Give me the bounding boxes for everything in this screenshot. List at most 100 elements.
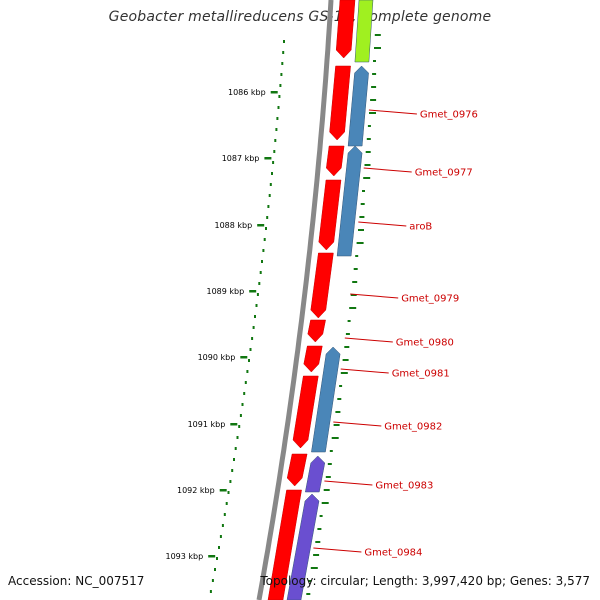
gene-label-leader [358,221,407,227]
genome-title: Geobacter metallireducens GS-15, complet… [108,9,492,25]
gene-label[interactable]: Gmet_0981 [392,369,450,380]
ruler-dot [211,579,214,582]
ruler-dot [234,447,237,450]
reverse-gene-arrow [304,455,326,493]
ruler-dot [259,271,262,274]
kbp-tick-label: 1086 kbp [228,88,266,97]
accession-text: Accession: NC_007517 [8,574,145,588]
gc-tick [369,112,376,114]
ruler-dot [227,491,230,494]
gene-label[interactable]: Gmet_0976 [420,110,478,121]
kbp-tick-mark [249,290,257,293]
gene-label[interactable]: aroB [409,222,432,233]
gc-tick [350,294,357,296]
gc-tick [359,216,365,218]
ruler-dot [280,73,283,76]
gene-label-leader [333,421,382,427]
kbp-tick-label: 1091 kbp [188,420,226,429]
forward-gene-arrow [329,65,351,141]
gene-label[interactable]: Gmet_0977 [415,168,473,179]
gene-label-leader [368,109,417,115]
gc-tick [344,346,350,348]
forward-gene-arrow [286,453,308,487]
gc-tick [367,125,371,127]
gc-tick [313,554,320,556]
ruler-dot [218,546,220,549]
gc-tick [331,437,339,439]
genome-backbone-line [256,0,334,600]
gc-tick [372,73,377,75]
reverse-gene-arrow [347,65,369,147]
gc-tick [365,151,371,153]
gc-tick [333,424,340,426]
ruler-dot [236,436,239,439]
gc-tick [358,229,364,231]
genome-summary-text: Topology: circular; Length: 3,997,420 bp… [260,574,590,588]
gc-tick [373,60,376,62]
ruler-dot [261,260,263,263]
forward-gene-arrow [292,375,319,449]
ruler-dot [239,414,242,417]
gc-tick [319,515,323,517]
gene-label[interactable]: Gmet_0980 [396,338,454,349]
gc-tick [362,190,365,192]
gc-tick [339,385,343,387]
gc-tick [370,99,377,101]
gc-tick [364,164,371,166]
ruler-dot [277,106,280,109]
ruler-dot [229,480,232,483]
gene-label[interactable]: Gmet_0982 [384,422,442,433]
gene-label-layer: Gmet_0976 Gmet_0977 aroB Gmet_0979 Gmet_0980… [313,110,478,559]
ruler-dot [278,95,281,98]
ruler-dot [271,172,273,175]
gc-tick [315,541,321,543]
ruler-dot [275,128,278,131]
gc-tick [374,47,381,49]
forward-gene-arrow [318,179,342,251]
gc-tick [340,372,348,374]
ruler-dot [241,403,244,406]
ruler-dot [252,326,255,329]
ruler-dot [282,51,285,54]
kbp-ruler: 1086 kbp 1087 kbp 1088 kbp 1089 kbp 1090 kbp… [165,40,285,593]
kbp-tick-label: 1089 kbp [206,287,244,296]
ruler-dot [283,40,285,43]
ruler-dot [243,392,246,395]
kbp-tick-label: 1090 kbp [198,353,236,362]
forward-gene-arrow [267,489,302,600]
reverse-gene-arrow [354,0,374,63]
ruler-dot [248,359,250,362]
gc-tick [360,203,365,205]
gc-tick [306,593,311,595]
gc-tick [325,476,331,478]
forward-gene-arrow [335,0,356,59]
gene-label[interactable]: Gmet_0983 [375,481,433,492]
kbp-tick-label: 1088 kbp [214,221,252,230]
ruler-dot [209,590,212,593]
ruler-dot [244,381,247,384]
kbp-tick-mark [257,224,265,227]
ruler-dot [216,557,218,560]
gene-label[interactable]: Gmet_0984 [364,548,422,559]
ruler-dot [262,249,265,252]
genome-backbone [256,0,334,600]
gc-tick [323,489,330,491]
gc-tick [308,580,312,582]
kbp-tick-mark [219,489,227,492]
gene-label[interactable]: Gmet_0979 [401,294,459,305]
gc-tick [347,320,351,322]
gene-label-leader [313,547,362,553]
ruler-dot [255,304,258,307]
ruler-dot [251,337,254,340]
ruler-dot [246,370,249,373]
gc-tick [317,528,322,530]
ruler-dot [233,458,235,461]
gc-tick [345,333,350,335]
gc-tick [327,463,332,465]
kbp-tick-mark [208,555,216,558]
gc-tick [335,411,341,413]
kbp-tick-label: 1093 kbp [165,552,203,561]
gc-tick-track [306,34,381,595]
gc-tick [337,398,342,400]
